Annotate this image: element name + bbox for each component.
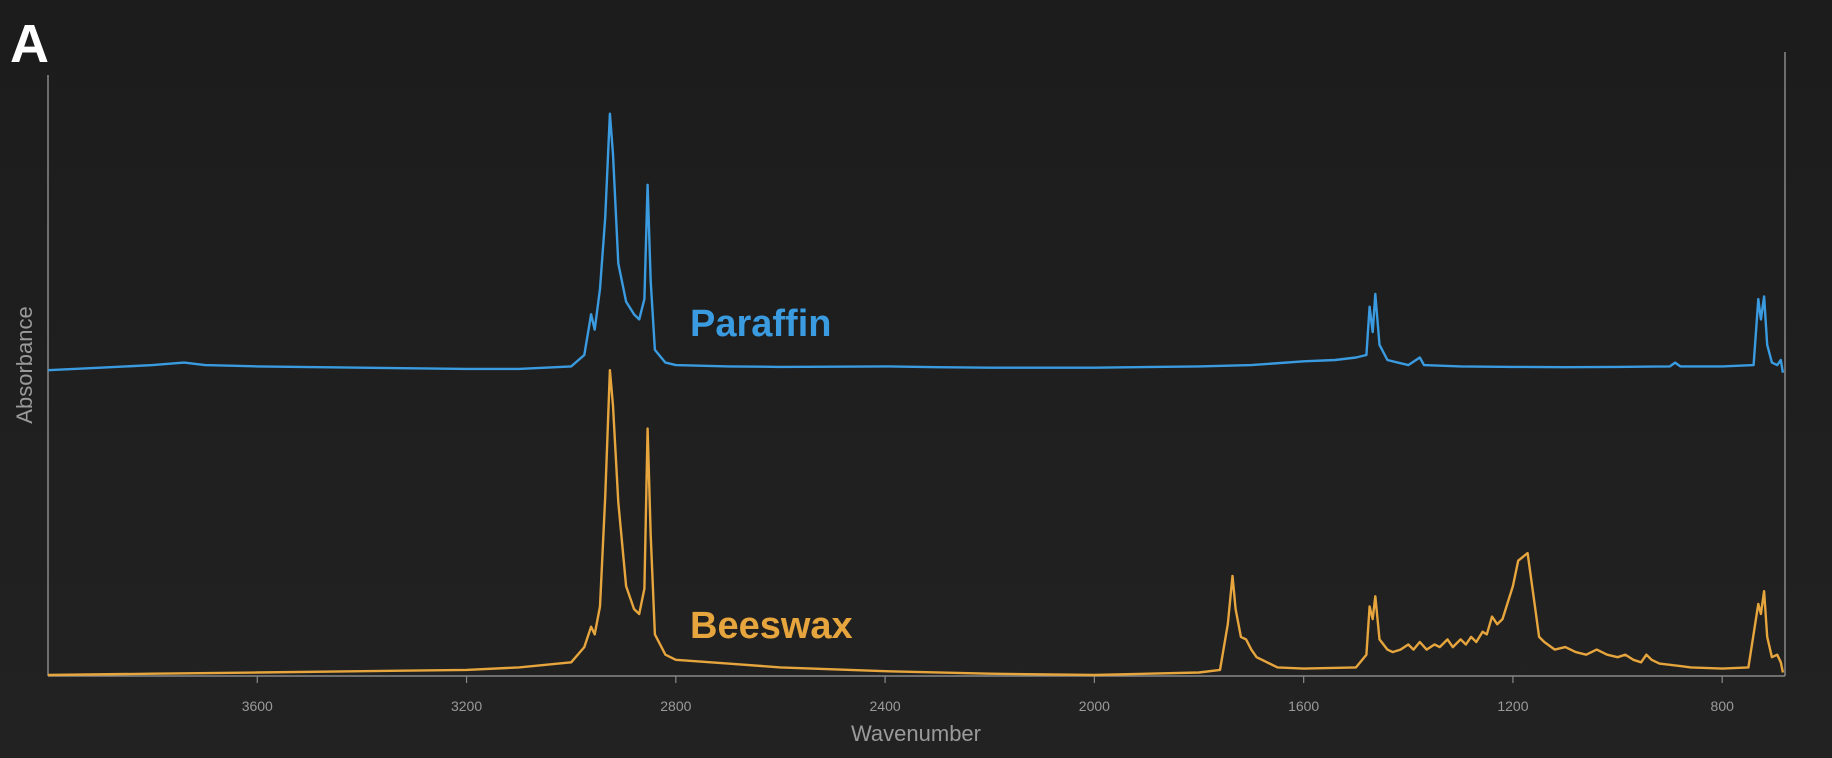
series-label-beeswax: Beeswax <box>690 605 853 647</box>
panel-label: A <box>10 14 49 74</box>
x-tick-label: 1600 <box>1288 698 1319 714</box>
x-tick-label: 1200 <box>1497 698 1528 714</box>
x-tick-label: 2000 <box>1079 698 1110 714</box>
x-axis-title: Wavenumber <box>851 721 981 746</box>
x-tick-label: 2400 <box>870 698 901 714</box>
series-label-paraffin: Paraffin <box>690 303 831 345</box>
series-lines <box>47 112 1785 677</box>
x-tick-label: 3200 <box>451 698 482 714</box>
x-tick-label: 2800 <box>660 698 691 714</box>
series-line-paraffin <box>47 112 1785 373</box>
series-line-beeswax <box>47 369 1785 677</box>
x-tick-label: 800 <box>1711 698 1735 714</box>
x-ticks: 3600 3200 2800 2400 2000 1600 1200 800 <box>242 676 1734 714</box>
x-tick-label: 3600 <box>242 698 273 714</box>
y-axis-title: Absorbance <box>12 306 37 423</box>
